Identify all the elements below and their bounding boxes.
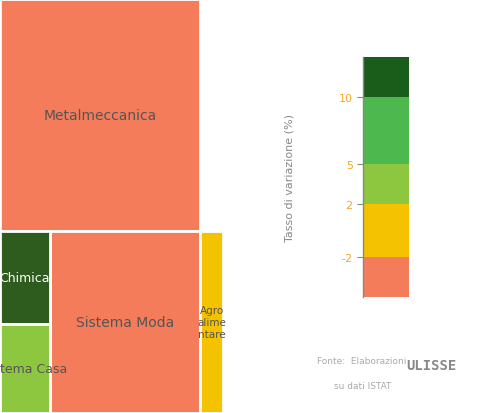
Text: Sistema Casa: Sistema Casa (0, 362, 67, 375)
Bar (362, 257, 408, 297)
Bar (362, 164, 408, 204)
Bar (362, 58, 408, 98)
Bar (0, 231, 49, 324)
Bar (362, 204, 408, 257)
Bar (49, 231, 200, 413)
Bar (0, 0, 200, 231)
Text: ULISSE: ULISSE (406, 358, 456, 372)
Bar (362, 98, 408, 164)
Text: Fonte:  Elaborazioni: Fonte: Elaborazioni (317, 356, 406, 366)
Text: su dati ISTAT: su dati ISTAT (334, 381, 391, 390)
Bar (200, 231, 223, 413)
Text: Metalmeccanica: Metalmeccanica (43, 109, 156, 123)
Y-axis label: Tasso di variazione (%): Tasso di variazione (%) (284, 114, 294, 242)
Text: Chimica: Chimica (0, 271, 50, 284)
Text: Sistema Moda: Sistema Moda (75, 315, 174, 329)
Bar (0, 324, 49, 413)
Text: Agro
alime
ntare: Agro alime ntare (197, 306, 226, 339)
